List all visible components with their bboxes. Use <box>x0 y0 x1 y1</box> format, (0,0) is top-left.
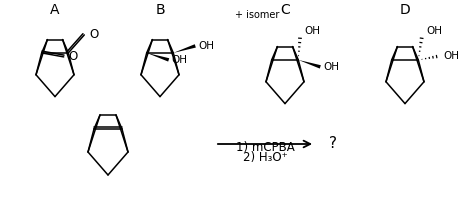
Text: D: D <box>400 3 410 17</box>
Text: O: O <box>89 28 99 41</box>
Text: OH: OH <box>172 55 188 65</box>
Text: OH: OH <box>426 26 442 36</box>
Text: 1) mCPBA: 1) mCPBA <box>236 141 294 154</box>
Text: OH: OH <box>198 41 214 51</box>
Text: O: O <box>69 50 78 63</box>
Text: + isomer: + isomer <box>235 10 279 20</box>
Text: OH: OH <box>304 26 320 36</box>
Polygon shape <box>146 53 169 61</box>
Text: A: A <box>50 3 60 17</box>
Text: C: C <box>280 3 290 17</box>
Text: OH: OH <box>443 51 459 61</box>
Polygon shape <box>173 44 196 53</box>
Polygon shape <box>298 60 321 69</box>
Text: B: B <box>155 3 165 17</box>
Text: 2) H₃O⁺: 2) H₃O⁺ <box>243 151 287 164</box>
Text: OH: OH <box>323 62 339 72</box>
Text: ?: ? <box>329 137 337 151</box>
